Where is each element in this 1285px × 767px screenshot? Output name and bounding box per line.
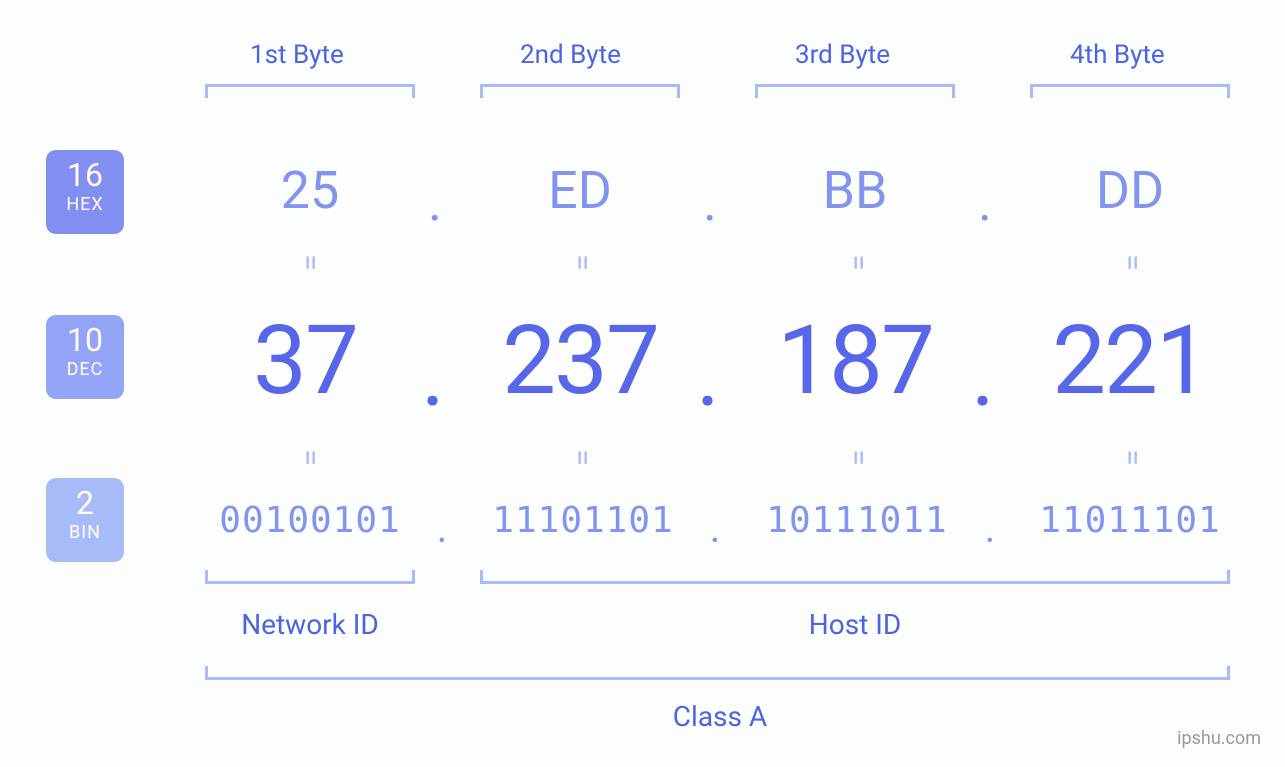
bin-byte-1: 00100101 — [195, 500, 425, 541]
base-number-hex: 16 — [46, 158, 124, 193]
equals-r1c1: = — [293, 243, 328, 283]
dec-byte-4: 221 — [1020, 305, 1240, 417]
watermark: ipshu.com — [1177, 728, 1261, 749]
base-label-hex: HEX — [46, 195, 124, 215]
bracket-top-byte-1 — [205, 84, 415, 98]
dec-byte-3: 187 — [745, 305, 965, 417]
base-number-dec: 10 — [46, 323, 124, 358]
equals-r2c4: = — [1115, 438, 1150, 478]
equals-r2c2: = — [565, 438, 600, 478]
equals-r2c3: = — [841, 438, 876, 478]
dec-dot-3: . — [968, 322, 998, 427]
byte-header-4: 4th Byte — [1070, 40, 1165, 70]
hex-byte-3: BB — [765, 160, 945, 221]
hex-byte-1: 25 — [220, 160, 400, 221]
equals-r1c3: = — [841, 243, 876, 283]
label-network-id: Network ID — [225, 608, 395, 641]
bin-byte-2: 11101101 — [468, 500, 698, 541]
dec-dot-1: . — [418, 322, 448, 427]
bracket-bottom-class — [205, 666, 1230, 680]
base-badge-hex: 16 HEX — [46, 150, 124, 234]
bin-dot-1: . — [427, 505, 457, 552]
bin-byte-3: 10111011 — [742, 500, 972, 541]
equals-r2c1: = — [293, 438, 328, 478]
equals-r1c4: = — [1115, 243, 1150, 283]
bracket-top-byte-4 — [1030, 84, 1230, 98]
hex-dot-1: . — [420, 172, 450, 233]
dec-byte-2: 237 — [470, 305, 690, 417]
byte-header-1: 1st Byte — [250, 40, 344, 70]
label-class: Class A — [665, 700, 775, 733]
hex-byte-4: DD — [1040, 160, 1220, 221]
base-label-bin: BIN — [46, 523, 124, 543]
equals-r1c2: = — [565, 243, 600, 283]
label-host-id: Host ID — [805, 608, 905, 641]
bracket-bottom-host — [480, 570, 1230, 584]
byte-header-2: 2nd Byte — [520, 40, 621, 70]
base-badge-dec: 10 DEC — [46, 315, 124, 399]
ip-diagram: 16 HEX 10 DEC 2 BIN 1st Byte 2nd Byte 3r… — [0, 0, 1285, 767]
bracket-top-byte-2 — [480, 84, 680, 98]
hex-dot-2: . — [695, 172, 725, 233]
base-badge-bin: 2 BIN — [46, 478, 124, 562]
hex-dot-3: . — [970, 172, 1000, 233]
dec-byte-1: 37 — [195, 305, 415, 417]
bin-byte-4: 11011101 — [1015, 500, 1245, 541]
bracket-top-byte-3 — [755, 84, 955, 98]
bracket-bottom-network — [205, 570, 415, 584]
byte-header-3: 3rd Byte — [795, 40, 890, 70]
bin-dot-2: . — [700, 505, 730, 552]
hex-byte-2: ED — [490, 160, 670, 221]
bin-dot-3: . — [975, 505, 1005, 552]
dec-dot-2: . — [693, 322, 723, 427]
base-number-bin: 2 — [46, 486, 124, 521]
base-label-dec: DEC — [46, 360, 124, 380]
